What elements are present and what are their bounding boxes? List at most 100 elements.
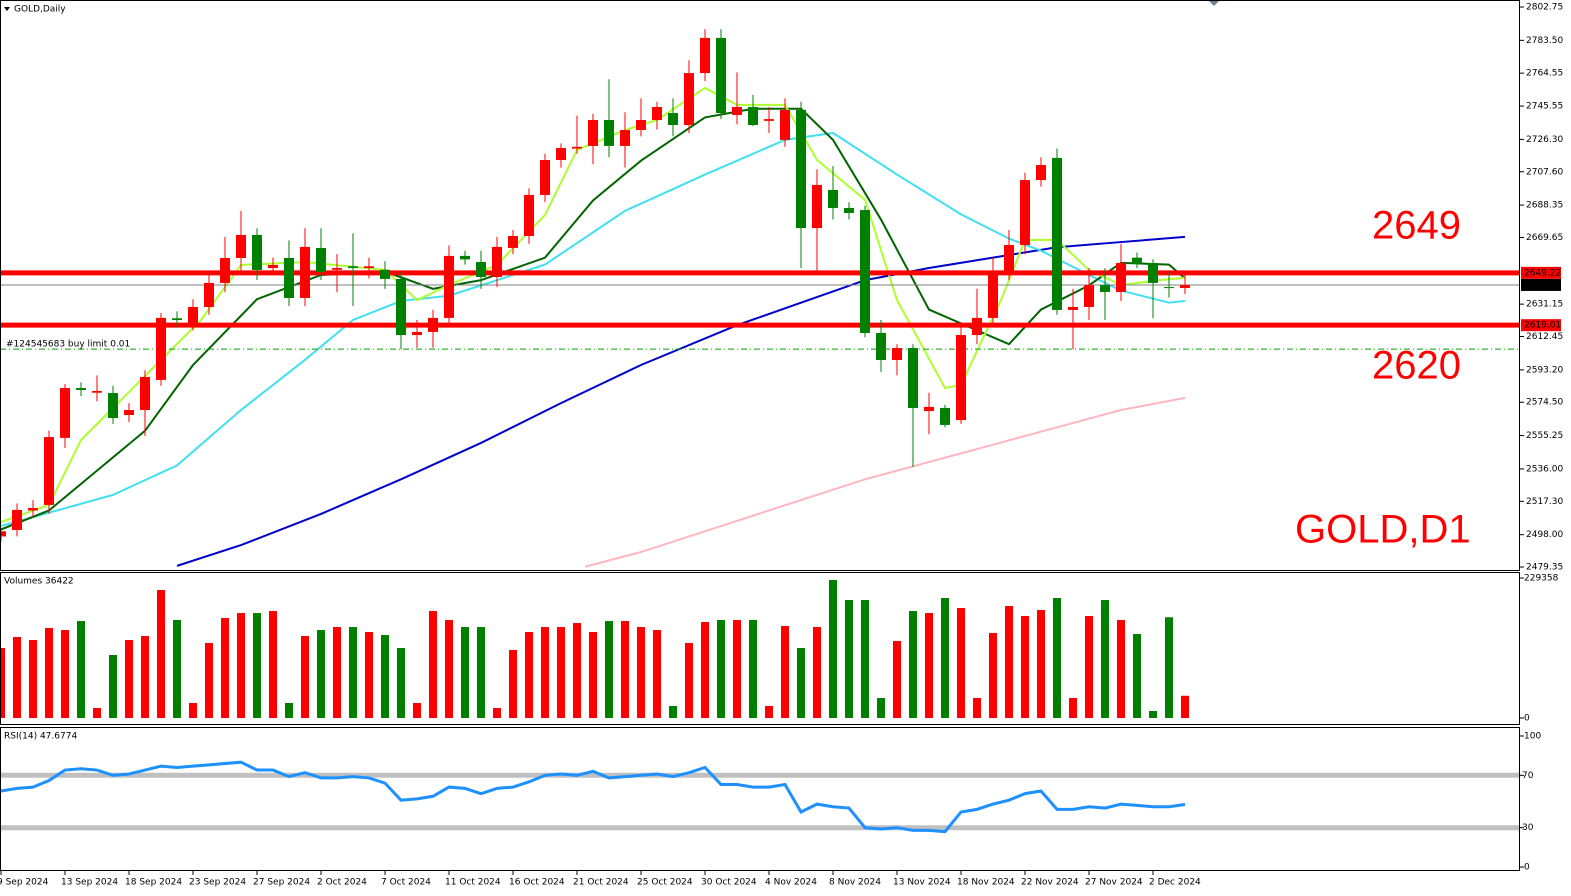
price-plot — [1, 29, 1519, 568]
annotation: GOLD,D1 — [1295, 508, 1471, 552]
volume-bar — [653, 630, 661, 718]
candle-body — [988, 272, 998, 318]
volume-bar — [1021, 616, 1029, 718]
menu-triangle — [4, 7, 10, 11]
y-tick-label: 2802.75 — [1526, 3, 1563, 13]
candle-body — [428, 317, 438, 332]
axes: 2802.75 2783.50 2764.55 2745.55 2726.30 2707.… — [0, 3, 1563, 888]
candle-body — [92, 390, 102, 393]
volume-bar — [29, 640, 37, 718]
volume-bar — [253, 613, 261, 718]
candle-body — [796, 109, 806, 229]
candle-body — [620, 130, 630, 146]
candle-body — [236, 234, 246, 258]
candle-body — [316, 247, 326, 273]
candle-body — [476, 261, 486, 278]
candle-body — [1068, 307, 1078, 310]
volume-bar — [77, 621, 85, 718]
volume-bar — [749, 620, 757, 718]
volume-bar — [861, 600, 869, 718]
candle-body — [764, 119, 774, 121]
volume-bar — [957, 608, 965, 718]
moving-average — [1, 107, 1186, 531]
candle-body — [508, 236, 518, 248]
volume-bar — [1181, 695, 1189, 718]
moving-average — [584, 396, 1186, 568]
volume-bar — [13, 637, 21, 718]
volume-bar — [813, 627, 821, 718]
x-tick-label: 27 Sep 2024 — [253, 878, 310, 888]
y-tick-label: 2726.30 — [1526, 135, 1563, 145]
candle-body — [1036, 165, 1046, 181]
volume-bar — [589, 632, 597, 718]
volume-bar — [477, 627, 485, 718]
rsi-plot — [1, 760, 1519, 834]
candle-body — [1148, 263, 1158, 283]
x-tick-label: 11 Oct 2024 — [445, 878, 501, 888]
volume-bar — [557, 627, 565, 718]
candle-body — [1116, 263, 1126, 292]
candle-body — [716, 37, 726, 114]
candle-body — [172, 318, 182, 320]
volume-bar — [637, 627, 645, 718]
candle-body — [1, 531, 6, 537]
y-tick-label: 70 — [1522, 771, 1534, 781]
volume-bar — [1101, 600, 1109, 718]
x-tick-label: 13 Sep 2024 — [61, 878, 118, 888]
volume-bar — [157, 590, 165, 718]
candle-body — [908, 348, 918, 408]
x-tick-label: 25 Oct 2024 — [637, 878, 693, 888]
volume-bar — [797, 648, 805, 718]
y-tick-label: 2688.35 — [1526, 201, 1563, 211]
volume-bar — [781, 626, 789, 718]
candle-body — [1020, 180, 1030, 246]
candle-body — [812, 184, 822, 229]
volume-bar — [1117, 620, 1125, 718]
volume-bar — [429, 611, 437, 718]
x-tick-label: 27 Nov 2024 — [1085, 878, 1143, 888]
y-tick-label: 2783.50 — [1526, 36, 1563, 46]
volume-bar — [141, 636, 149, 718]
x-tick-label: 16 Oct 2024 — [509, 878, 565, 888]
candle-body — [220, 257, 230, 283]
candle-body — [396, 278, 406, 336]
y-tick-label: 2479.35 — [1526, 563, 1563, 573]
shift-marker — [1209, 1, 1219, 6]
candle-body — [572, 146, 582, 149]
volume-bar — [45, 628, 53, 718]
candle-body — [940, 407, 950, 425]
volume-bar — [61, 630, 69, 718]
volume-bar — [685, 643, 693, 718]
annotation: 2620 — [1372, 344, 1461, 388]
y-tick-label: 30 — [1522, 823, 1534, 833]
candle-body — [636, 119, 646, 131]
candle-body — [876, 332, 886, 360]
candle-body — [1100, 285, 1110, 292]
volume-bar — [1069, 698, 1077, 718]
rsi-title: RSI(14) 47.6774 — [4, 732, 77, 742]
y-tick-label: 2631.15 — [1526, 300, 1563, 310]
volume-bar — [765, 706, 773, 718]
y-tick-label: 2669.65 — [1526, 233, 1563, 243]
x-tick-label: 2 Dec 2024 — [1149, 878, 1201, 888]
order-label: #124545683 buy limit 0.01 — [6, 340, 130, 350]
volume-bar — [349, 627, 357, 718]
candle-body — [252, 234, 262, 270]
candle-body — [332, 268, 342, 270]
level-label: 2649.22 — [1524, 268, 1561, 278]
candle-body — [860, 210, 870, 333]
y-tick-label: 100 — [1524, 732, 1541, 742]
volume-bar — [493, 708, 501, 718]
candle-body — [604, 119, 614, 146]
volume-bar — [301, 636, 309, 718]
volume-bar — [413, 703, 421, 718]
volume-bar — [1, 648, 5, 718]
x-tick-label: 8 Nov 2024 — [829, 878, 881, 888]
level-box — [1521, 266, 1561, 279]
volume-title: Volumes 36422 — [4, 577, 74, 587]
volume-bar — [205, 643, 213, 718]
level-label: 2642.24 — [1524, 280, 1561, 290]
volume-bar — [1037, 610, 1045, 718]
x-tick-label: 30 Oct 2024 — [701, 878, 757, 888]
